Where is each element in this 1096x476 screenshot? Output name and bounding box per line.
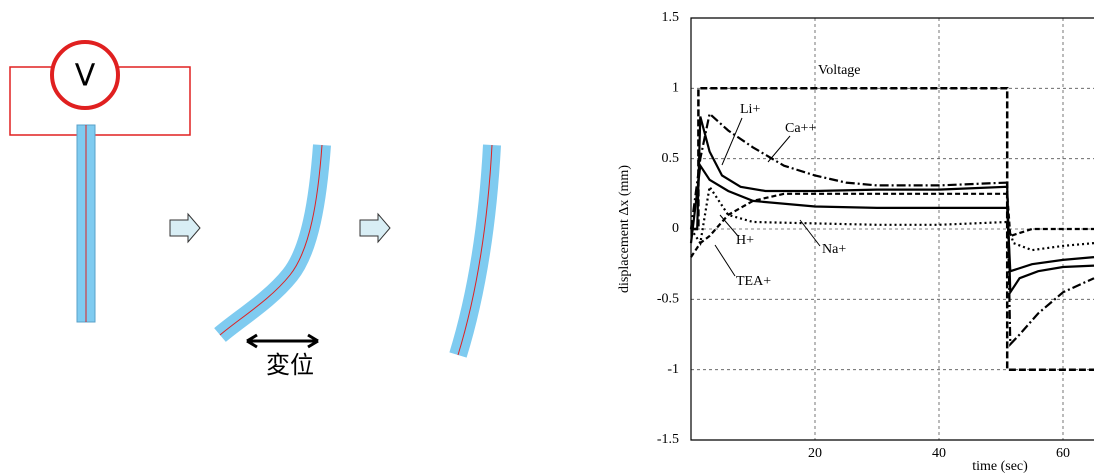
label-pointer xyxy=(767,135,791,163)
series-label: TEA+ xyxy=(736,274,771,289)
voltmeter xyxy=(50,40,120,110)
x-tick-label: 20 xyxy=(808,446,822,461)
label-pointer xyxy=(714,244,736,277)
step-arrow xyxy=(169,212,201,244)
bent-strip-core xyxy=(219,144,323,336)
y-tick-label: 0 xyxy=(672,221,679,236)
y-tick-label: 1.5 xyxy=(662,10,680,25)
displacement-label: 変位 xyxy=(266,351,314,379)
x-tick-label: 40 xyxy=(932,446,946,461)
y-tick-label: 0.5 xyxy=(662,151,680,166)
y-tick-label: -1.5 xyxy=(657,432,679,447)
bent-strip-core xyxy=(457,144,493,356)
x-axis-label: time (sec) xyxy=(972,459,1028,474)
step-arrow xyxy=(359,212,391,244)
label-pointer xyxy=(721,117,743,166)
circuit-wire xyxy=(9,66,191,136)
y-tick-label: 1 xyxy=(672,81,679,96)
series-label: Li+ xyxy=(740,102,760,117)
label-pointer xyxy=(719,214,739,237)
series-line xyxy=(689,162,1095,273)
displacement-arrow xyxy=(246,333,319,349)
series-label: Ca++ xyxy=(785,121,816,136)
series-line xyxy=(690,192,1094,258)
x-tick-label: 60 xyxy=(1056,446,1070,461)
series-label: Na+ xyxy=(822,242,846,257)
series-label: H+ xyxy=(736,233,754,248)
bent-strip xyxy=(449,144,501,358)
diagram: V 変位 xyxy=(9,40,501,379)
series-label: Voltage xyxy=(818,63,861,78)
voltmeter-label: V xyxy=(75,59,96,94)
y-tick-label: -0.5 xyxy=(657,292,679,307)
series-line xyxy=(691,116,1095,296)
y-tick-label: -1 xyxy=(667,362,679,377)
label-pointer xyxy=(799,219,821,247)
y-axis-label: displacement Δx (mm) xyxy=(617,165,632,293)
